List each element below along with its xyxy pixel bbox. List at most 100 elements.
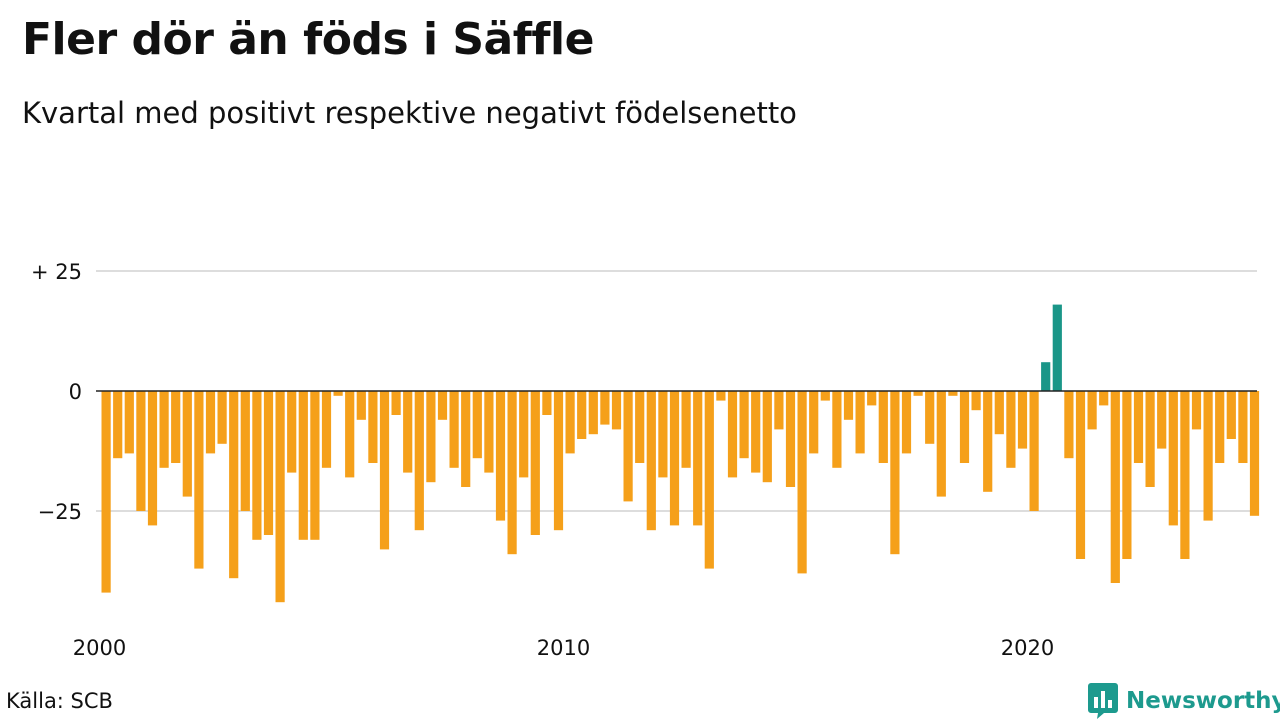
bar: [1087, 391, 1097, 430]
bar: [588, 391, 598, 435]
bar: [1249, 391, 1260, 516]
y-tick-label: −25: [38, 500, 82, 524]
bar: [901, 391, 912, 454]
x-axis-ticks: 2000 2010 2020: [73, 636, 1054, 660]
bar: [936, 391, 946, 497]
bar: [1075, 391, 1086, 559]
bar: [669, 391, 680, 526]
x-tick-label: 2010: [537, 636, 590, 660]
bar: [205, 391, 216, 454]
bar: [495, 391, 506, 521]
bar: [298, 391, 308, 540]
bar: [635, 391, 645, 463]
bar: [1203, 391, 1213, 521]
bar: [994, 391, 1004, 435]
bar: [426, 391, 436, 483]
bar: [113, 391, 123, 459]
bar: [1099, 391, 1109, 406]
bar: [275, 391, 285, 603]
bar: [194, 391, 204, 569]
bar: [379, 391, 390, 550]
bar: [867, 391, 877, 406]
bar: [287, 391, 297, 473]
bar: [843, 391, 854, 420]
bar: [751, 391, 761, 473]
bar: [449, 391, 459, 468]
bar: [391, 391, 401, 415]
bar: [240, 391, 250, 511]
bar: [507, 391, 517, 555]
bar: [1052, 304, 1062, 391]
bar: [693, 391, 703, 526]
bar: [855, 391, 865, 454]
bar: [333, 391, 343, 396]
x-tick-label: 2020: [1001, 636, 1054, 660]
bar: [101, 391, 111, 593]
bar: [983, 391, 993, 492]
bar: [1029, 391, 1039, 511]
bar: [368, 391, 378, 463]
bar: [182, 391, 192, 497]
y-tick-label: 0: [69, 380, 82, 404]
bar: [600, 391, 610, 425]
bar: [321, 391, 332, 468]
bar: [646, 391, 656, 531]
bar: [263, 391, 274, 535]
bar: [519, 391, 529, 478]
bar: [345, 391, 355, 478]
newsworthy-logo[interactable]: Newsworthy: [1088, 683, 1280, 719]
bar: [785, 391, 796, 487]
bar: [147, 391, 158, 526]
bar: [229, 391, 239, 579]
y-tick-label: + 25: [31, 260, 82, 284]
bar: [681, 391, 691, 468]
bar: [890, 391, 900, 555]
bar: [774, 391, 784, 430]
bar: [310, 391, 320, 540]
bar: [472, 391, 482, 459]
bar: [1041, 362, 1051, 391]
bar: [437, 391, 448, 420]
bar: [403, 391, 413, 473]
bar: [658, 391, 668, 478]
bar: [1145, 391, 1155, 487]
bar: [577, 391, 587, 439]
bar: [530, 391, 540, 535]
bar: [762, 391, 772, 483]
bar: [461, 391, 471, 487]
bar: [252, 391, 262, 540]
bar: [1238, 391, 1248, 463]
bar: [171, 391, 181, 463]
bars: [101, 304, 1260, 603]
bar: [948, 391, 958, 396]
brand-name: Newsworthy: [1126, 688, 1280, 714]
bar: [797, 391, 807, 574]
bar: [820, 391, 830, 401]
chart-title: Fler dör än föds i Säffle: [22, 14, 594, 65]
newsworthy-logo-icon: [1088, 683, 1118, 719]
chart-subtitle: Kvartal med positivt respektive negativt…: [22, 96, 797, 130]
bar: [809, 391, 819, 454]
bar: [925, 391, 935, 444]
bar: [565, 391, 575, 454]
bar: [542, 391, 552, 415]
bar: [124, 391, 134, 454]
bar: [913, 391, 923, 396]
bar: [1180, 391, 1190, 559]
bar: [136, 391, 146, 511]
bar: [959, 391, 970, 463]
bar: [1168, 391, 1178, 526]
bar: [739, 391, 749, 459]
bar: [159, 391, 169, 468]
bar: [217, 391, 227, 444]
bar: [414, 391, 424, 531]
bar: [704, 391, 714, 569]
bar: [623, 391, 633, 502]
bar: [716, 391, 726, 401]
bar: [832, 391, 842, 468]
bar: [878, 391, 888, 463]
bar: [356, 391, 366, 420]
bar: [1110, 391, 1120, 583]
bar: [611, 391, 622, 430]
y-axis-ticks: + 25 0 −25: [31, 260, 82, 524]
